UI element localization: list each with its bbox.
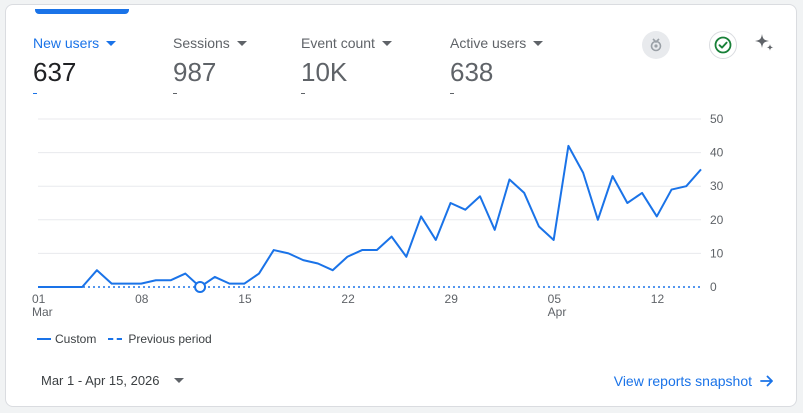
caret-down-icon xyxy=(106,40,117,46)
caret-down-icon xyxy=(381,40,392,46)
metric-change-indicator: - xyxy=(450,93,454,94)
insights-badge-icon[interactable] xyxy=(642,31,670,59)
view-reports-snapshot-link[interactable]: View reports snapshot xyxy=(614,373,774,389)
legend-solid-swatch xyxy=(37,338,51,340)
metric-tab-new-users[interactable]: New users 637 - xyxy=(33,35,117,94)
y-tick-label: 50 xyxy=(710,112,724,126)
x-tick-label: 08 xyxy=(135,292,149,306)
x-tick-label: 15 xyxy=(238,292,252,306)
metric-value: 987 xyxy=(173,57,217,87)
check-circle-icon[interactable] xyxy=(709,31,737,59)
metric-tab-sessions[interactable]: Sessions 987 - xyxy=(173,35,247,94)
y-tick-label: 0 xyxy=(710,280,717,294)
date-range-dropdown[interactable]: Mar 1 - Apr 15, 2026 xyxy=(41,373,184,388)
caret-down-icon xyxy=(533,40,544,46)
metric-label: Event count xyxy=(301,35,392,51)
caret-down-icon xyxy=(236,40,247,46)
metric-label: New users xyxy=(33,35,117,51)
y-tick-label: 40 xyxy=(710,146,724,160)
x-tick-label: 05 xyxy=(548,292,562,306)
caret-down-icon xyxy=(173,378,184,383)
metric-tab-event-count[interactable]: Event count 10K - xyxy=(301,35,392,94)
legend-dashed-swatch xyxy=(108,338,123,340)
legend-item-custom[interactable]: Custom xyxy=(37,332,96,346)
x-tick-label: 29 xyxy=(445,292,459,306)
metric-change-indicator: - xyxy=(173,93,177,94)
x-tick-label: 12 xyxy=(651,292,665,306)
overview-card: New users 637 - Sessions 987 - Event cou… xyxy=(5,4,797,407)
y-tick-label: 20 xyxy=(710,213,724,227)
chart-legend: Custom Previous period xyxy=(37,332,224,346)
x-tick-label: 22 xyxy=(341,292,355,306)
metric-value: 637 xyxy=(33,57,77,87)
x-tick-month-label: Apr xyxy=(548,305,567,319)
legend-item-previous-period[interactable]: Previous period xyxy=(108,332,212,346)
selected-tab-indicator xyxy=(35,9,129,14)
x-tick-month-label: Mar xyxy=(32,305,53,319)
y-tick-label: 30 xyxy=(710,179,724,193)
metric-change-indicator: - xyxy=(33,93,37,94)
arrow-right-icon xyxy=(760,375,773,387)
metric-label: Sessions xyxy=(173,35,247,51)
highlight-point[interactable] xyxy=(194,281,207,293)
metric-value: 10K xyxy=(301,57,348,87)
sparkle-icon[interactable] xyxy=(751,30,777,56)
metric-label: Active users xyxy=(450,35,544,51)
metric-tab-active-users[interactable]: Active users 638 - xyxy=(450,35,544,94)
x-tick-label: 01 xyxy=(32,292,46,306)
metric-value: 638 xyxy=(450,57,494,87)
metric-change-indicator: - xyxy=(301,93,305,94)
y-tick-label: 10 xyxy=(710,246,724,260)
series-custom-line xyxy=(38,144,702,288)
